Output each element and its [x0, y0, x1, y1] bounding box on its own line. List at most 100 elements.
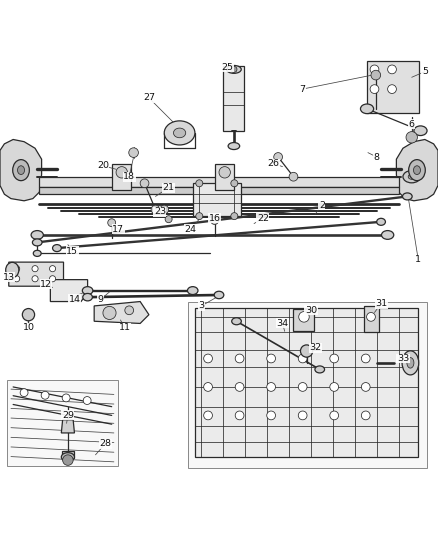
Ellipse shape — [377, 219, 385, 225]
Polygon shape — [396, 140, 438, 201]
Ellipse shape — [31, 231, 43, 239]
Circle shape — [83, 397, 91, 405]
Text: 13: 13 — [3, 273, 15, 282]
Circle shape — [370, 85, 379, 93]
Circle shape — [388, 65, 396, 74]
Circle shape — [361, 383, 370, 391]
Circle shape — [267, 383, 276, 391]
Ellipse shape — [173, 128, 186, 138]
Ellipse shape — [408, 174, 415, 179]
Text: 31: 31 — [375, 299, 387, 308]
Circle shape — [108, 219, 116, 227]
Polygon shape — [94, 302, 149, 324]
Circle shape — [388, 85, 396, 93]
Text: 24: 24 — [184, 225, 197, 234]
Circle shape — [14, 265, 20, 272]
Circle shape — [298, 354, 307, 363]
Circle shape — [196, 180, 203, 187]
Circle shape — [49, 276, 56, 282]
Ellipse shape — [403, 171, 420, 183]
Text: 10: 10 — [22, 324, 35, 332]
Circle shape — [361, 411, 370, 420]
Bar — [193, 183, 241, 216]
Circle shape — [129, 148, 138, 157]
Bar — [367, 61, 419, 113]
Circle shape — [20, 389, 28, 397]
Polygon shape — [61, 420, 74, 433]
Bar — [215, 164, 234, 190]
Bar — [39, 177, 399, 187]
Text: 12: 12 — [40, 279, 52, 288]
Ellipse shape — [214, 291, 224, 298]
Ellipse shape — [228, 142, 240, 150]
Text: 8: 8 — [374, 152, 380, 161]
Text: 20: 20 — [97, 161, 109, 170]
Circle shape — [116, 167, 127, 178]
Text: 15: 15 — [66, 247, 78, 256]
Ellipse shape — [381, 231, 394, 239]
Circle shape — [151, 205, 160, 214]
Text: 32: 32 — [309, 343, 321, 352]
Ellipse shape — [360, 104, 374, 114]
Bar — [62, 451, 74, 458]
Circle shape — [267, 411, 276, 420]
Circle shape — [235, 383, 244, 391]
Ellipse shape — [61, 453, 74, 462]
Text: 11: 11 — [119, 324, 131, 332]
Ellipse shape — [53, 245, 61, 252]
Circle shape — [299, 312, 309, 322]
Text: 22: 22 — [257, 214, 269, 223]
Circle shape — [289, 172, 298, 181]
Bar — [364, 306, 379, 332]
Ellipse shape — [407, 358, 414, 368]
Text: 34: 34 — [276, 319, 289, 328]
Ellipse shape — [32, 239, 42, 246]
Text: 6: 6 — [409, 119, 415, 128]
Text: 33: 33 — [397, 354, 409, 363]
Circle shape — [165, 216, 172, 223]
Circle shape — [32, 276, 38, 282]
Circle shape — [370, 65, 379, 74]
Ellipse shape — [402, 351, 419, 375]
Bar — [188, 302, 427, 468]
Circle shape — [274, 152, 283, 161]
Circle shape — [267, 354, 276, 363]
Ellipse shape — [413, 166, 420, 174]
Circle shape — [406, 132, 417, 143]
Circle shape — [22, 309, 35, 321]
Ellipse shape — [82, 287, 93, 295]
Text: 28: 28 — [99, 439, 111, 448]
Circle shape — [298, 411, 307, 420]
Ellipse shape — [403, 193, 412, 200]
Bar — [39, 187, 399, 194]
Text: 9: 9 — [98, 295, 104, 304]
Circle shape — [231, 66, 237, 72]
Circle shape — [204, 411, 212, 420]
Bar — [223, 66, 244, 131]
Circle shape — [330, 354, 339, 363]
Circle shape — [204, 383, 212, 391]
Text: 16: 16 — [208, 214, 221, 223]
Text: 18: 18 — [123, 172, 135, 181]
Circle shape — [196, 213, 203, 220]
Polygon shape — [0, 140, 42, 201]
Text: 5: 5 — [422, 67, 428, 76]
Circle shape — [125, 306, 134, 314]
Circle shape — [231, 180, 238, 187]
Text: 14: 14 — [68, 295, 81, 304]
Bar — [112, 164, 131, 190]
Bar — [195, 308, 418, 457]
Ellipse shape — [226, 66, 241, 74]
Circle shape — [330, 383, 339, 391]
Bar — [293, 309, 314, 331]
Circle shape — [211, 216, 219, 224]
Text: 2: 2 — [319, 201, 325, 209]
Circle shape — [32, 265, 38, 272]
Circle shape — [63, 455, 73, 465]
Ellipse shape — [33, 251, 41, 256]
Ellipse shape — [414, 126, 427, 135]
Text: 21: 21 — [162, 183, 175, 192]
Circle shape — [300, 345, 313, 357]
Circle shape — [231, 213, 238, 220]
Text: 30: 30 — [305, 306, 317, 315]
